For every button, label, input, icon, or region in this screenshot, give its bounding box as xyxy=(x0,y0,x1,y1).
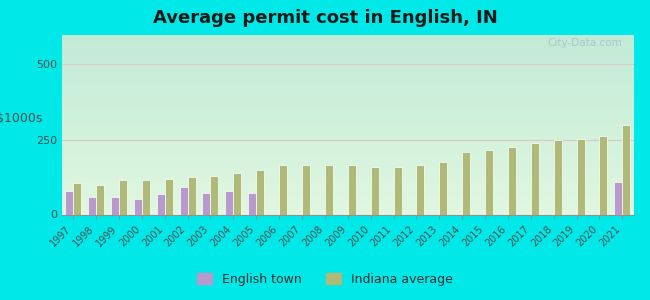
Bar xyxy=(577,139,584,214)
Legend: English town, Indiana average: English town, Indiana average xyxy=(192,268,458,291)
Bar xyxy=(96,184,104,214)
Bar xyxy=(462,152,470,214)
Text: Average permit cost in English, IN: Average permit cost in English, IN xyxy=(153,9,497,27)
Bar xyxy=(302,165,310,214)
Y-axis label: $1000s: $1000s xyxy=(0,112,42,124)
Bar xyxy=(73,183,81,214)
Text: City-Data.com: City-Data.com xyxy=(547,38,622,48)
Bar xyxy=(233,172,241,214)
Bar xyxy=(119,180,127,214)
Bar xyxy=(599,136,608,214)
Bar xyxy=(554,140,562,214)
Bar xyxy=(111,197,119,214)
Bar xyxy=(531,143,539,214)
Bar xyxy=(134,199,142,214)
Bar xyxy=(485,150,493,214)
Bar xyxy=(417,165,424,214)
Bar xyxy=(142,180,150,214)
Bar xyxy=(164,178,173,214)
Bar xyxy=(157,194,164,214)
Bar xyxy=(202,193,211,214)
Bar xyxy=(439,162,447,214)
Bar xyxy=(65,190,73,214)
Bar xyxy=(179,187,188,214)
Bar xyxy=(370,167,379,214)
Bar xyxy=(256,169,265,214)
Bar xyxy=(622,125,630,214)
Bar xyxy=(88,197,96,214)
Bar xyxy=(614,182,622,214)
Bar xyxy=(188,177,196,214)
Bar xyxy=(348,165,356,214)
Bar xyxy=(248,193,256,214)
Bar xyxy=(325,165,333,214)
Bar xyxy=(211,176,218,214)
Bar xyxy=(508,147,516,214)
Bar xyxy=(279,165,287,214)
Bar xyxy=(226,191,233,214)
Bar xyxy=(393,167,402,214)
